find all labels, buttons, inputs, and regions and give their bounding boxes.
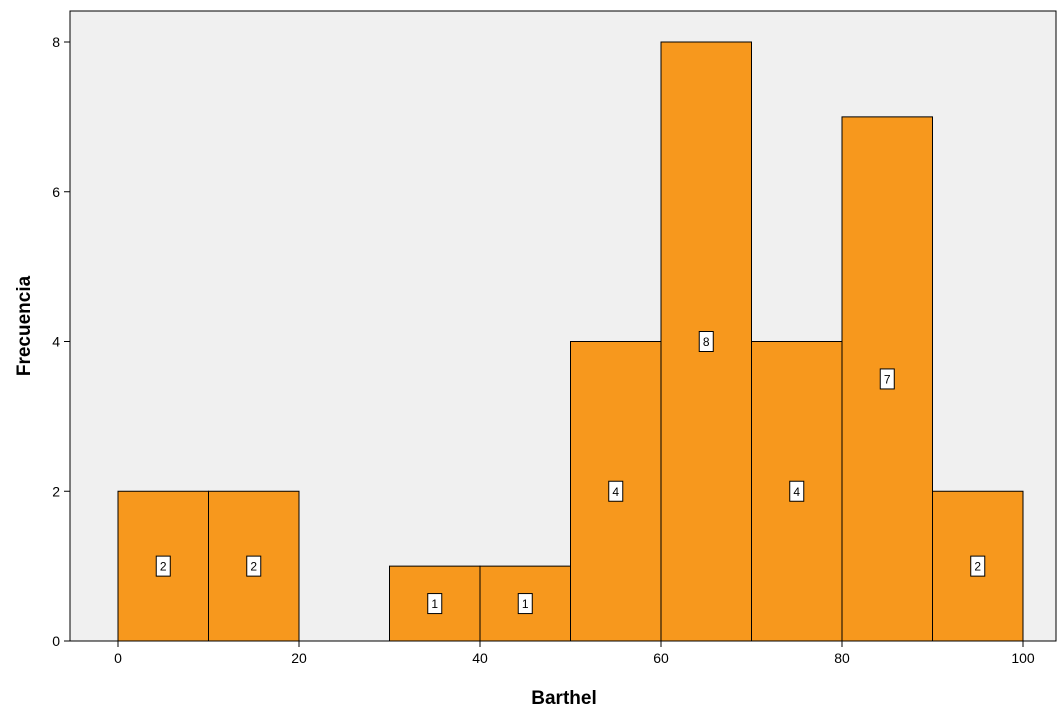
y-tick-label: 6 xyxy=(52,184,60,200)
data-label-text: 1 xyxy=(522,597,529,611)
data-label: 2 xyxy=(155,555,171,577)
data-label-text: 2 xyxy=(250,560,257,574)
data-label-text: 4 xyxy=(612,485,619,499)
x-tick-label: 80 xyxy=(834,650,850,666)
data-labels-group: 2 2 1 1 4 8 4 7 2 xyxy=(155,331,986,615)
data-label-text: 7 xyxy=(884,372,891,386)
data-label-text: 1 xyxy=(431,597,438,611)
data-label-box xyxy=(608,480,624,502)
x-axis-title: Barthel xyxy=(531,688,596,709)
bars-group xyxy=(117,41,1024,642)
data-label-box xyxy=(970,555,986,577)
data-label-box xyxy=(879,368,895,390)
x-tick-label: 20 xyxy=(291,650,307,666)
y-tick-label: 2 xyxy=(52,483,60,499)
x-tick-label: 100 xyxy=(1011,650,1035,666)
y-tick-label: 8 xyxy=(52,34,60,50)
data-label-box xyxy=(155,555,171,577)
y-axis-title: Frecuencia xyxy=(14,275,35,376)
y-axis: 0 2 4 6 8 xyxy=(52,34,70,649)
data-label: 2 xyxy=(970,555,986,577)
data-label-box xyxy=(698,331,714,352)
data-label: 1 xyxy=(517,593,533,615)
x-tick-label: 60 xyxy=(653,650,669,666)
y-tick-label: 0 xyxy=(52,633,60,649)
x-tick-label: 0 xyxy=(114,650,122,666)
data-label-box xyxy=(517,593,533,615)
data-label: 4 xyxy=(608,480,624,502)
data-label-box xyxy=(246,555,262,577)
data-label-text: 2 xyxy=(974,560,981,574)
x-axis: 0 20 40 60 80 100 xyxy=(114,641,1035,666)
data-label: 4 xyxy=(789,480,805,502)
data-label-text: 4 xyxy=(793,485,800,499)
data-label: 1 xyxy=(427,593,443,615)
data-label-box xyxy=(789,480,805,502)
data-label-text: 8 xyxy=(703,335,710,349)
data-label-text: 2 xyxy=(160,560,167,574)
data-label: 8 xyxy=(698,331,714,352)
data-label: 7 xyxy=(879,368,895,390)
data-label-box xyxy=(427,593,443,615)
x-tick-label: 40 xyxy=(472,650,488,666)
y-tick-label: 4 xyxy=(52,334,60,350)
data-label: 2 xyxy=(246,555,262,577)
